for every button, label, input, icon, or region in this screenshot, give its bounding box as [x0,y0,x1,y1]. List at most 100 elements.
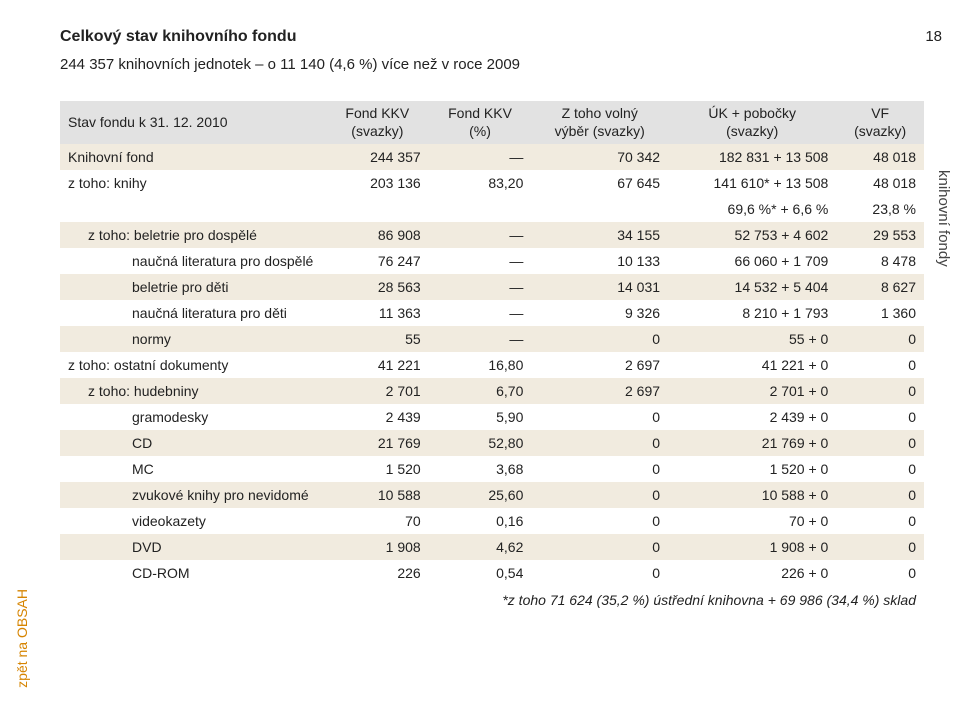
cell-fond-percent: 52,80 [429,430,532,456]
table-row: naučná literatura pro dospělé76 247—10 1… [60,248,924,274]
cell-fond-percent: — [429,300,532,326]
cell-vf: 0 [836,404,924,430]
col-vf: VF(svazky) [836,101,924,144]
col-uk-pobocky: ÚK + pobočky(svazky) [668,101,836,144]
row-label: normy [60,326,326,352]
cell-volny-vyber: 0 [531,404,668,430]
cell-fond-svazky: 21 769 [326,430,429,456]
cell-fond-svazky [326,196,429,222]
row-label: videokazety [60,508,326,534]
cell-volny-vyber: 70 342 [531,144,668,170]
cell-volny-vyber: 0 [531,560,668,586]
row-label: naučná literatura pro dospělé [60,248,326,274]
cell-uk-pobocky: 69,6 %* + 6,6 % [668,196,836,222]
cell-uk-pobocky: 8 210 + 1 793 [668,300,836,326]
cell-volny-vyber: 10 133 [531,248,668,274]
cell-fond-percent: — [429,248,532,274]
fund-table: Stav fondu k 31. 12. 2010 Fond KKV(svazk… [60,101,924,586]
cell-vf: 1 360 [836,300,924,326]
document-page: Celkový stav knihovního fondu 244 357 kn… [0,0,960,608]
cell-fond-percent: 4,62 [429,534,532,560]
page-subtitle: 244 357 knihovních jednotek – o 11 140 (… [60,56,924,73]
row-label: z toho: hudebniny [60,378,326,404]
cell-vf: 0 [836,326,924,352]
cell-vf: 0 [836,378,924,404]
cell-fond-svazky: 2 439 [326,404,429,430]
col-fond-percent: Fond KKV(%) [429,101,532,144]
cell-fond-svazky: 76 247 [326,248,429,274]
cell-uk-pobocky: 14 532 + 5 404 [668,274,836,300]
cell-uk-pobocky: 226 + 0 [668,560,836,586]
row-label: Knihovní fond [60,144,326,170]
cell-uk-pobocky: 10 588 + 0 [668,482,836,508]
row-label: z toho: knihy [60,170,326,196]
cell-volny-vyber: 9 326 [531,300,668,326]
cell-fond-svazky: 1 908 [326,534,429,560]
cell-vf: 0 [836,508,924,534]
table-row: CD21 76952,80021 769 + 00 [60,430,924,456]
cell-volny-vyber: 0 [531,326,668,352]
cell-vf: 0 [836,456,924,482]
cell-uk-pobocky: 52 753 + 4 602 [668,222,836,248]
cell-fond-percent: 25,60 [429,482,532,508]
cell-fond-percent: — [429,274,532,300]
cell-vf: 29 553 [836,222,924,248]
row-label: DVD [60,534,326,560]
cell-fond-svazky: 41 221 [326,352,429,378]
table-row: z toho: knihy203 13683,2067 645141 610* … [60,170,924,196]
row-label: z toho: beletrie pro dospělé [60,222,326,248]
table-row: CD-ROM2260,540226 + 00 [60,560,924,586]
cell-fond-svazky: 10 588 [326,482,429,508]
row-label: zvukové knihy pro nevidomé [60,482,326,508]
row-label: beletrie pro děti [60,274,326,300]
cell-uk-pobocky: 141 610* + 13 508 [668,170,836,196]
cell-fond-svazky: 1 520 [326,456,429,482]
cell-uk-pobocky: 21 769 + 0 [668,430,836,456]
cell-vf: 0 [836,534,924,560]
cell-uk-pobocky: 2 701 + 0 [668,378,836,404]
cell-fond-svazky: 226 [326,560,429,586]
cell-vf: 23,8 % [836,196,924,222]
cell-uk-pobocky: 1 908 + 0 [668,534,836,560]
cell-uk-pobocky: 66 060 + 1 709 [668,248,836,274]
table-row: z toho: beletrie pro dospělé86 908—34 15… [60,222,924,248]
cell-fond-svazky: 11 363 [326,300,429,326]
cell-volny-vyber: 2 697 [531,352,668,378]
col-fond-svazky: Fond KKV(svazky) [326,101,429,144]
cell-volny-vyber: 0 [531,430,668,456]
col-label: Stav fondu k 31. 12. 2010 [60,101,326,144]
cell-fond-percent: 16,80 [429,352,532,378]
table-row: videokazety700,16070 + 00 [60,508,924,534]
row-label [60,196,326,222]
cell-volny-vyber: 67 645 [531,170,668,196]
row-label: CD-ROM [60,560,326,586]
cell-volny-vyber: 0 [531,456,668,482]
cell-uk-pobocky: 182 831 + 13 508 [668,144,836,170]
cell-fond-svazky: 70 [326,508,429,534]
cell-fond-svazky: 2 701 [326,378,429,404]
cell-fond-percent: 6,70 [429,378,532,404]
cell-fond-svazky: 55 [326,326,429,352]
cell-fond-percent: — [429,326,532,352]
cell-uk-pobocky: 55 + 0 [668,326,836,352]
table-row: normy55—055 + 00 [60,326,924,352]
cell-fond-svazky: 28 563 [326,274,429,300]
table-row: DVD1 9084,6201 908 + 00 [60,534,924,560]
table-header-row: Stav fondu k 31. 12. 2010 Fond KKV(svazk… [60,101,924,144]
cell-volny-vyber: 2 697 [531,378,668,404]
cell-volny-vyber: 0 [531,534,668,560]
cell-vf: 0 [836,352,924,378]
row-label: gramodesky [60,404,326,430]
cell-vf: 8 627 [836,274,924,300]
cell-vf: 8 478 [836,248,924,274]
cell-fond-svazky: 86 908 [326,222,429,248]
table-row: z toho: ostatní dokumenty41 22116,802 69… [60,352,924,378]
cell-vf: 0 [836,482,924,508]
col-volny-vyber: Z toho volnývýběr (svazky) [531,101,668,144]
cell-fond-percent: 0,16 [429,508,532,534]
table-row: z toho: hudebniny2 7016,702 6972 701 + 0… [60,378,924,404]
page-title: Celkový stav knihovního fondu [60,28,924,46]
cell-fond-percent: 5,90 [429,404,532,430]
cell-fond-percent: — [429,222,532,248]
cell-vf: 48 018 [836,144,924,170]
